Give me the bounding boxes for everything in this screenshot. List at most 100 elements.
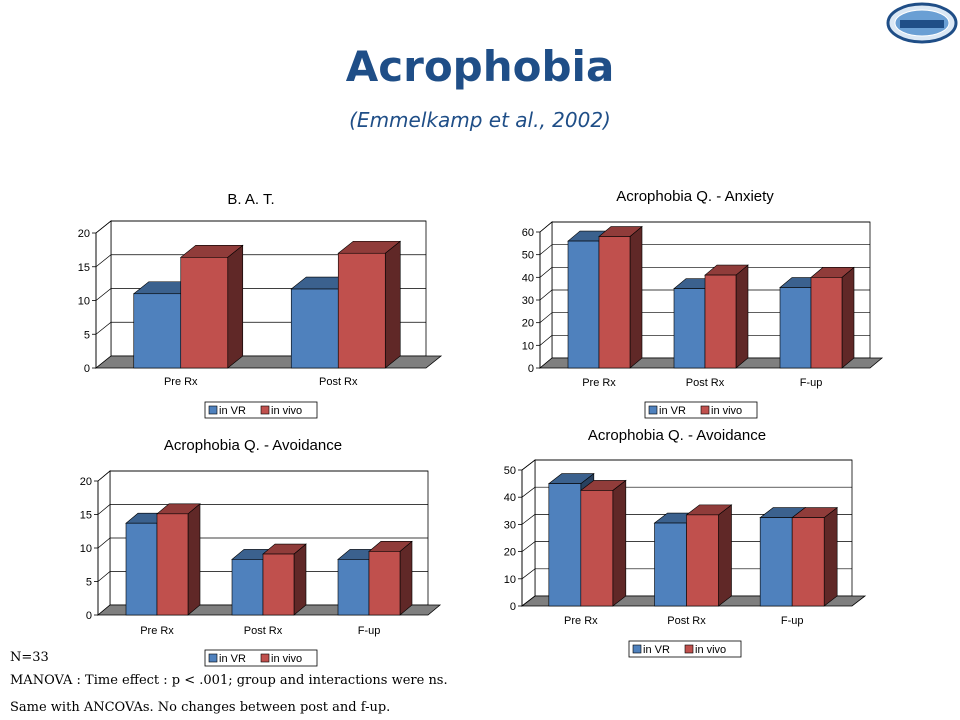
y-tick-label: 15 xyxy=(80,510,92,522)
gridline xyxy=(521,514,852,525)
bar-in-vivo-2 xyxy=(791,506,839,607)
y-tick-label: 0 xyxy=(528,363,534,375)
gridline xyxy=(97,537,428,549)
bar-side xyxy=(718,504,732,607)
legend-swatch xyxy=(632,644,642,654)
bar-front xyxy=(704,274,737,369)
legend-label: in vivo xyxy=(271,653,302,665)
gridline xyxy=(521,568,852,580)
legend-swatch xyxy=(208,405,218,415)
plot-side-wall xyxy=(521,459,536,607)
y-tick-label: 5 xyxy=(84,329,90,341)
bar-front xyxy=(290,288,339,369)
y-tick-label: 60 xyxy=(522,227,534,239)
x-tick-label: Pre Rx xyxy=(140,625,174,637)
x-tick-label: Post Rx xyxy=(319,376,358,388)
bar-in-vivo-0 xyxy=(598,225,643,369)
gridline xyxy=(95,254,426,268)
y-tick-label: 10 xyxy=(78,296,90,308)
bar-front xyxy=(567,240,600,369)
legend-swatch xyxy=(648,405,658,415)
gridline xyxy=(539,244,870,255)
legend-swatch xyxy=(260,653,270,663)
y-tick-label: 40 xyxy=(522,272,534,284)
y-tick-label: 20 xyxy=(78,228,90,240)
bar-front xyxy=(810,277,843,369)
bar-front xyxy=(368,551,401,616)
chart-legend: in VR in vivo xyxy=(204,649,318,667)
y-tick-label: 20 xyxy=(80,476,92,488)
bar-in-vivo-2 xyxy=(810,266,855,369)
bar-in-vivo-0 xyxy=(156,503,201,616)
bar-in-vivo-0 xyxy=(179,244,244,369)
legend-label: in VR xyxy=(659,405,686,417)
legend-label: in vivo xyxy=(695,644,726,656)
gridline xyxy=(539,221,870,233)
y-tick-label: 20 xyxy=(504,547,516,559)
y-tick-label: 15 xyxy=(78,262,90,274)
bar-front xyxy=(337,559,370,616)
note-manova: MANOVA : Time effect : p < .001; group a… xyxy=(10,673,448,688)
bar-front xyxy=(654,522,687,607)
legend-swatch xyxy=(700,405,710,415)
bar-side xyxy=(823,506,838,607)
y-tick-label: 30 xyxy=(522,295,534,307)
bar-in-vivo-1 xyxy=(685,504,733,607)
bar-front xyxy=(156,513,189,616)
gridline xyxy=(521,459,852,471)
gridline xyxy=(97,571,428,582)
chart-legend: in VR in vivo xyxy=(644,401,758,419)
legend-label: in VR xyxy=(643,644,670,656)
gridline xyxy=(539,266,870,278)
bar-side xyxy=(612,479,627,607)
bar-front xyxy=(133,293,182,369)
x-tick-label: Post Rx xyxy=(686,377,725,389)
chart-legend: in VR in vivo xyxy=(204,401,318,419)
bar-front xyxy=(686,514,719,607)
chart-title: Acrophobia Q. - Avoidance xyxy=(164,437,342,454)
y-tick-label: 0 xyxy=(84,363,90,375)
gridline xyxy=(97,470,428,482)
gridline xyxy=(539,312,870,323)
clinical-cyber-logo xyxy=(886,2,958,44)
legend-swatch xyxy=(684,644,694,654)
bar-front xyxy=(548,483,582,607)
chart-title: Acrophobia Q. - Avoidance xyxy=(588,427,766,444)
legend-label: in VR xyxy=(219,405,246,417)
bar-in-vivo-1 xyxy=(337,240,402,369)
y-tick-label: 10 xyxy=(504,574,516,586)
chart-title: B. A. T. xyxy=(227,191,274,208)
bar-front xyxy=(759,517,793,607)
note-ancova: Same with ANCOVAs. No changes between po… xyxy=(10,700,391,715)
bar-in-vivo-1 xyxy=(262,543,307,616)
bar-front xyxy=(580,490,614,607)
y-tick-label: 30 xyxy=(504,519,516,531)
note-sample-size: N=33 xyxy=(10,650,49,665)
y-tick-label: 5 xyxy=(86,577,92,589)
x-tick-label: F-up xyxy=(781,615,804,627)
gridline xyxy=(521,541,852,552)
bar-front xyxy=(180,256,229,369)
y-tick-label: 10 xyxy=(80,543,92,555)
y-tick-label: 40 xyxy=(504,492,516,504)
legend-swatch xyxy=(260,405,270,415)
x-tick-label: Post Rx xyxy=(244,625,283,637)
y-tick-label: 0 xyxy=(510,601,516,613)
legend-swatch xyxy=(208,653,218,663)
bar-in-vivo-0 xyxy=(579,479,627,607)
legend-label: in vivo xyxy=(271,405,302,417)
x-tick-label: Pre Rx xyxy=(564,615,598,627)
gridline xyxy=(539,334,870,346)
y-tick-label: 50 xyxy=(504,465,516,477)
x-tick-label: F-up xyxy=(800,377,823,389)
gridline xyxy=(521,486,852,498)
y-tick-label: 50 xyxy=(522,250,534,262)
slide-subtitle: (Emmelkamp et al., 2002) xyxy=(349,108,611,132)
x-tick-label: Pre Rx xyxy=(164,376,198,388)
bar-front xyxy=(337,252,386,369)
y-tick-label: 10 xyxy=(522,340,534,352)
slide-title: Acrophobia xyxy=(345,42,615,91)
